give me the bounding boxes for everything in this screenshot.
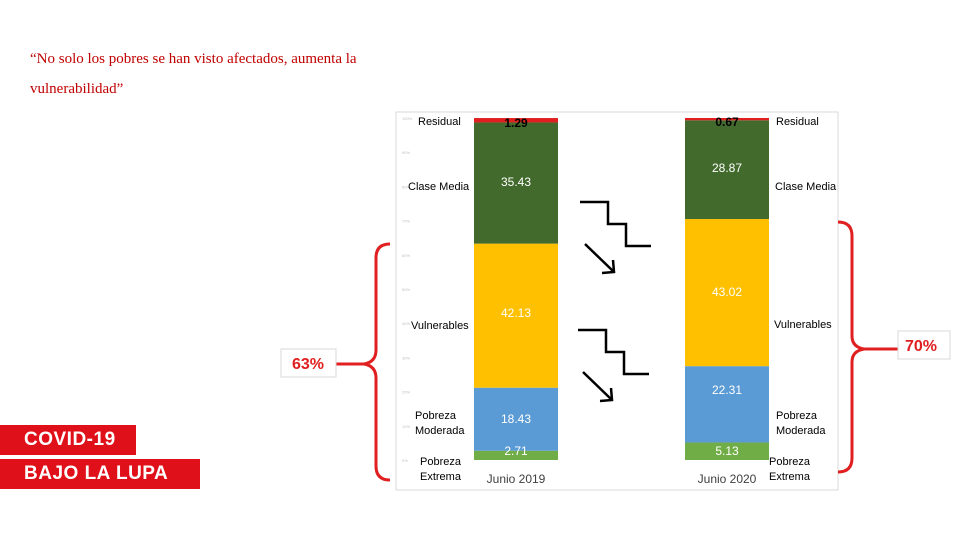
data-label: 42.13 — [501, 306, 531, 320]
stair-arrow-clase-media — [580, 200, 651, 248]
data-label: 1.29 — [504, 116, 528, 130]
bar-segment-vulnerables — [474, 243, 558, 388]
data-label: 18.43 — [501, 412, 531, 426]
bar-segment-pobreza-moderada — [474, 387, 558, 451]
stair-arrow-clase-media-arrow — [584, 243, 615, 273]
bar-segment-pobreza-extrema — [685, 442, 769, 460]
left-series-label: Clase Media — [408, 181, 470, 193]
data-label: 0.67 — [715, 115, 739, 129]
left-bracket — [363, 242, 391, 482]
covid-badge: COVID-19 — [0, 425, 136, 455]
y-tick-label: 90% — [402, 150, 410, 155]
right-series-label: Pobreza Extrema — [769, 456, 811, 483]
right-callout-box — [897, 330, 951, 360]
left-series-label: Pobreza Moderada — [415, 410, 465, 437]
y-tick-label: 0% — [402, 458, 408, 463]
left-series-label: Pobreza Extrema — [420, 456, 462, 483]
bar-segment-clase-media — [474, 122, 558, 244]
bar-segment-residual — [474, 118, 558, 123]
y-tick-label: 60% — [402, 253, 410, 258]
data-label: 28.87 — [712, 161, 742, 175]
bajo-la-lupa-badge: BAJO LA LUPA — [0, 459, 200, 489]
right-series-label: Residual — [776, 116, 819, 128]
data-label: 5.13 — [715, 444, 739, 458]
y-tick-label: 40% — [402, 321, 410, 326]
y-tick-label: 80% — [402, 184, 410, 189]
data-label: 22.31 — [712, 383, 742, 397]
y-tick-label: 50% — [402, 287, 410, 292]
data-label: 43.02 — [712, 285, 742, 299]
slide-quote: “No solo los pobres se han visto afectad… — [30, 51, 357, 97]
bar-segment-pobreza-extrema — [474, 450, 558, 460]
bar-segment-residual — [685, 118, 769, 121]
left-callout-box — [280, 348, 337, 378]
data-label: 35.43 — [501, 175, 531, 189]
data-label: 2.71 — [504, 444, 528, 458]
right-series-label: Vulnerables — [774, 319, 832, 331]
right-series-label: Clase Media — [775, 181, 837, 193]
bar-segment-pobreza-moderada — [685, 366, 769, 443]
stair-arrow-pobreza — [578, 328, 649, 376]
y-tick-label: 20% — [402, 390, 410, 395]
stair-arrow-pobreza-arrow — [582, 371, 613, 401]
left-series-label: Vulnerables — [411, 320, 469, 332]
left-callout-value: 63% — [292, 356, 324, 373]
right-series-label: Pobreza Moderada — [776, 410, 826, 437]
y-tick-label: 10% — [402, 424, 410, 429]
category-label: Junio 2019 — [487, 472, 546, 486]
left-series-label: Residual — [418, 116, 461, 128]
bar-segment-clase-media — [685, 120, 769, 220]
category-label: Junio 2020 — [698, 472, 757, 486]
y-tick-label: 30% — [402, 355, 410, 360]
y-tick-label: 70% — [402, 219, 410, 224]
y-tick-label: 100% — [402, 116, 413, 121]
bar-segment-vulnerables — [685, 219, 769, 367]
stair-arrow-pobreza-arrowhead — [599, 387, 614, 403]
right-callout-value: 70% — [905, 338, 937, 355]
right-bracket — [837, 220, 865, 474]
stair-arrow-clase-media-arrowhead — [601, 259, 616, 275]
